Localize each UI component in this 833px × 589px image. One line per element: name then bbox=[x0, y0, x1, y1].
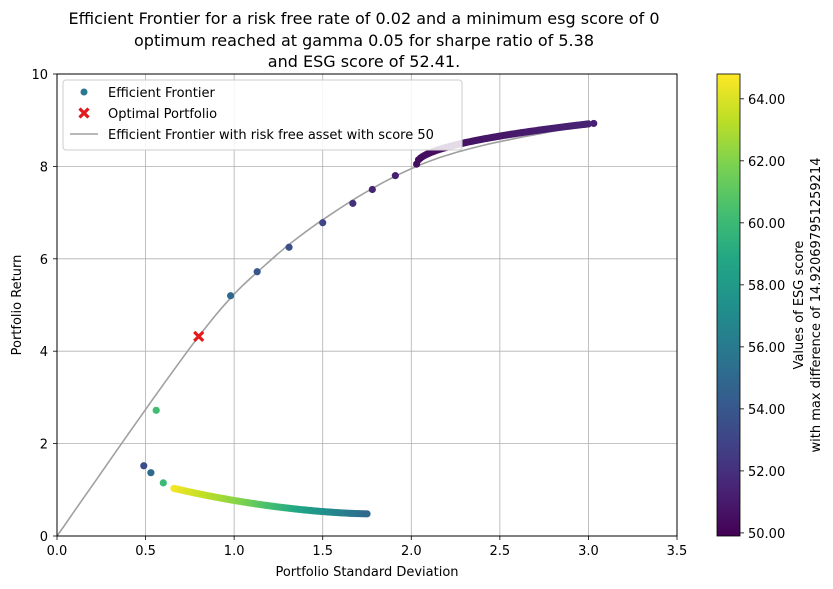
frontier-point bbox=[159, 479, 167, 487]
x-tick-label: 2.5 bbox=[490, 544, 511, 559]
frontier-point bbox=[349, 199, 357, 207]
colorbar-label-line-1: Values of ESG score bbox=[792, 241, 807, 370]
x-marker bbox=[78, 107, 90, 119]
frontier-point bbox=[227, 292, 235, 300]
x-tick-label: 1.0 bbox=[224, 544, 245, 559]
x-tick-label: 0.0 bbox=[47, 544, 68, 559]
x-tick-label: 0.5 bbox=[135, 544, 156, 559]
colorbar bbox=[716, 73, 741, 537]
colorbar-tick-label: 54.00 bbox=[748, 403, 785, 418]
y-tick-label: 6 bbox=[40, 253, 48, 268]
colorbar-tick-label: 64.00 bbox=[748, 93, 785, 108]
x-tick-label: 3.0 bbox=[578, 544, 599, 559]
frontier-point bbox=[147, 469, 155, 477]
frontier-point bbox=[391, 172, 399, 180]
x-tick-label: 1.5 bbox=[312, 544, 333, 559]
chart-title-line-3: and ESG score of 52.41. bbox=[268, 52, 460, 71]
y-tick-label: 0 bbox=[40, 530, 48, 545]
optimal-portfolio-marker bbox=[193, 330, 205, 343]
x-tick-label: 3.5 bbox=[667, 544, 688, 559]
chart-title-line-1: Efficient Frontier for a risk free rate … bbox=[69, 9, 660, 28]
y-tick-label: 8 bbox=[40, 160, 48, 175]
frontier-point bbox=[285, 243, 293, 251]
x-tick-label: 2.0 bbox=[401, 544, 422, 559]
x-axis-label: Portfolio Standard Deviation bbox=[275, 565, 458, 580]
frontier-point bbox=[140, 462, 148, 470]
y-tick-label: 2 bbox=[40, 438, 48, 453]
plot-frame bbox=[56, 73, 678, 537]
chart-title: Efficient Frontier for a risk free rate … bbox=[69, 9, 660, 71]
colorbar-tick-label: 58.00 bbox=[748, 279, 785, 294]
colorbar-label-line-2: with max difference of 14.92069795125921… bbox=[809, 158, 824, 453]
legend-label-efficient-frontier: Efficient Frontier bbox=[108, 86, 215, 101]
legend-swatch-optimal-portfolio bbox=[78, 107, 90, 119]
y-axis-ticks: 0 2 4 6 8 10 bbox=[31, 68, 57, 545]
y-axis-label: Portfolio Return bbox=[10, 255, 25, 356]
plot-area bbox=[57, 74, 677, 536]
x-marker bbox=[193, 330, 205, 343]
frontier-point bbox=[590, 119, 598, 128]
y-tick-label: 10 bbox=[31, 68, 48, 83]
frontier-point bbox=[152, 406, 160, 414]
colorbar-tick-label: 62.00 bbox=[748, 155, 785, 170]
colorbar-tick-label: 52.00 bbox=[748, 465, 785, 480]
legend-label-optimal-portfolio: Optimal Portfolio bbox=[108, 107, 217, 122]
legend-swatch-efficient-frontier bbox=[80, 88, 88, 96]
legend-box bbox=[62, 79, 463, 151]
frontier-point bbox=[253, 268, 261, 276]
chart-title-line-2: optimum reached at gamma 0.05 for sharpe… bbox=[134, 31, 594, 50]
x-axis-ticks: 0.0 0.5 1.0 1.5 2.0 2.5 3.0 3.5 bbox=[47, 536, 688, 559]
colorbar-tick-label: 50.00 bbox=[748, 527, 785, 542]
y-tick-label: 4 bbox=[40, 345, 48, 360]
colorbar-ticks: 50.00 52.00 54.00 56.00 58.00 60.00 62.00 64.00 bbox=[740, 93, 785, 542]
frontier-point bbox=[368, 185, 376, 194]
legend-label-risk-free-line: Efficient Frontier with risk free asset … bbox=[108, 128, 434, 143]
frontier-point bbox=[363, 510, 371, 518]
frontier-point bbox=[584, 120, 593, 128]
colorbar-tick-label: 60.00 bbox=[748, 217, 785, 232]
frontier-point bbox=[319, 219, 327, 227]
legend: Efficient Frontier Optimal Portfolio Eff… bbox=[62, 79, 463, 151]
colorbar-tick-label: 56.00 bbox=[748, 341, 785, 356]
